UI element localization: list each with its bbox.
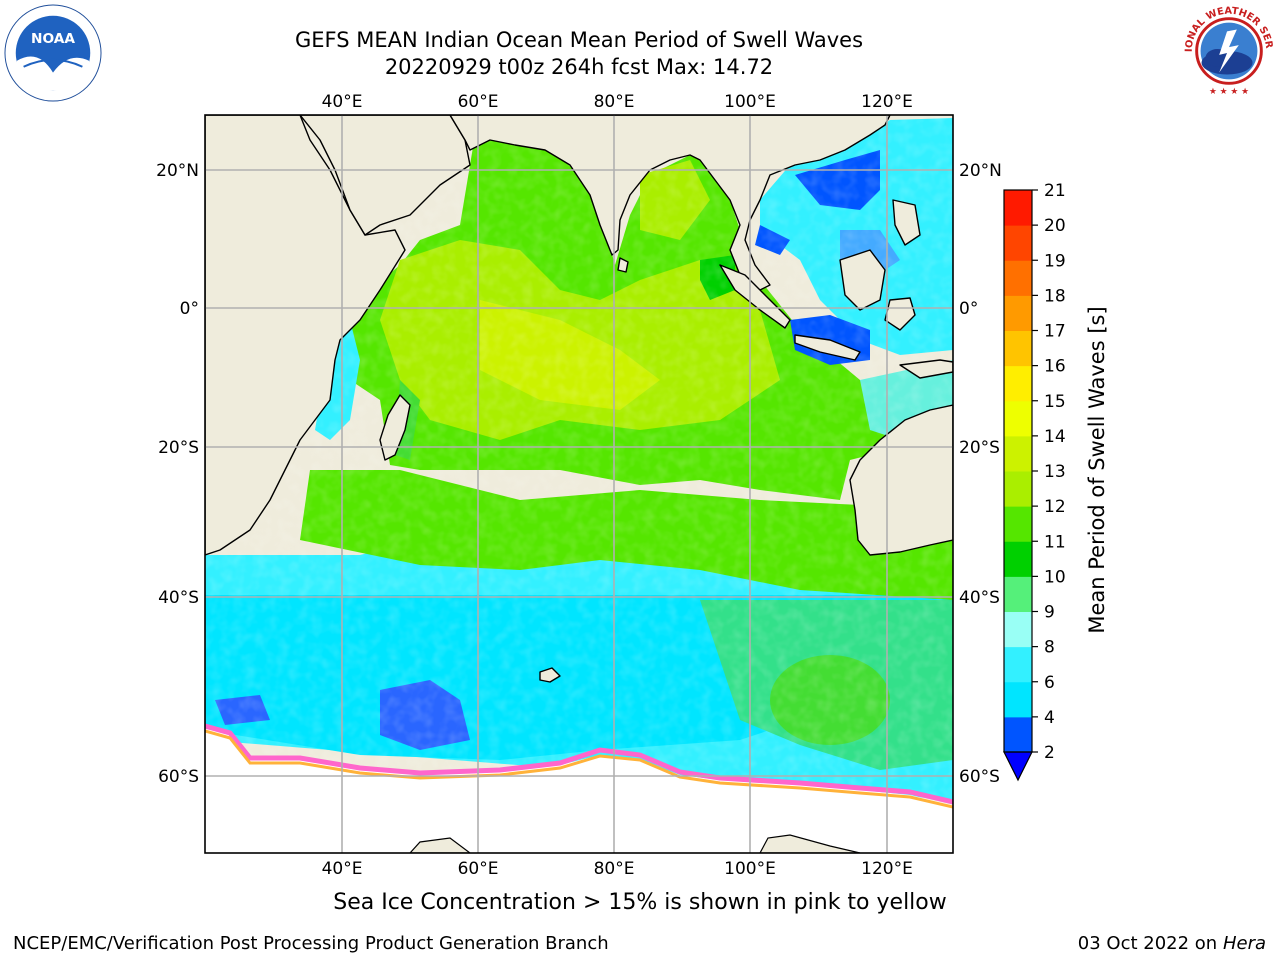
graticule — [205, 115, 953, 853]
lat-label: 40°S — [158, 588, 199, 608]
colorbar-swatch — [1004, 435, 1032, 472]
noaa-logo-text: NOAA — [31, 31, 75, 47]
colorbar-swatch — [1004, 646, 1032, 683]
madagascar — [379, 394, 411, 461]
sulawesi — [884, 297, 916, 331]
sea-ice-note: Sea Ice Concentration > 15% is shown in … — [333, 890, 947, 915]
africa — [205, 115, 406, 556]
nws-logo: NATIONAL WEATHER SERVICE ★ ★ ★ ★ — [1180, 2, 1277, 99]
lat-label: 20°N — [156, 161, 199, 181]
colorbar-swatch — [1004, 225, 1032, 261]
colorbar-tick-label: 17 — [1044, 322, 1066, 342]
colorbar-swatch — [1004, 576, 1032, 612]
asia — [449, 115, 891, 291]
colorbar-tick-label: 9 — [1044, 603, 1055, 623]
lon-label: 40°E — [322, 92, 363, 112]
colorbar-extend-triangle — [1003, 751, 1033, 782]
colorbar-swatch — [1004, 330, 1032, 367]
map-frame — [204, 114, 954, 854]
australia — [849, 404, 953, 556]
colorbar-tick-label: 11 — [1044, 532, 1066, 552]
colorbar-swatch — [1004, 716, 1032, 753]
colorbar-tick-label: 14 — [1044, 427, 1066, 447]
lat-label: 40°S — [959, 588, 1000, 608]
colorbar-tick-label: 6 — [1044, 673, 1055, 693]
lon-label: 80°E — [594, 859, 635, 879]
colorbar-label: Mean Period of Swell Waves [s] — [1085, 306, 1109, 634]
lat-label: 0° — [180, 299, 199, 319]
colorbar-tick-label: 19 — [1044, 251, 1066, 271]
lon-labels-bottom: 40°E 60°E 80°E 100°E 120°E — [322, 859, 913, 879]
colorbar-tick-label: 18 — [1044, 286, 1066, 306]
lon-label: 80°E — [594, 92, 635, 112]
colorbar-swatch — [1004, 295, 1032, 331]
noaa-logo: NOAA — [4, 4, 102, 102]
borneo — [839, 249, 886, 311]
lat-label: 0° — [959, 299, 978, 319]
lon-labels-top: 40°E 60°E 80°E 100°E 120°E — [322, 92, 913, 112]
colorbar-tick-label: 21 — [1044, 181, 1066, 201]
lat-label: 60°S — [158, 767, 199, 787]
kerguelen — [539, 667, 561, 683]
colorbar-tick-label: 13 — [1044, 462, 1066, 482]
lat-label: 60°S — [959, 767, 1000, 787]
lesser-sunda — [899, 359, 953, 379]
sumatra — [719, 264, 791, 329]
date-text: 03 Oct 2022 on — [1077, 933, 1218, 954]
map-plot-area — [205, 115, 953, 853]
lat-label: 20°N — [959, 161, 1002, 181]
lat-label: 20°S — [158, 438, 199, 458]
land-masses — [205, 115, 953, 683]
colorbar-tick-label: 20 — [1044, 216, 1066, 236]
colorbar-swatch — [1004, 365, 1032, 402]
colorbar-swatch — [1004, 260, 1032, 296]
lon-label: 120°E — [861, 859, 913, 879]
colorbar-tick-label: 8 — [1044, 638, 1055, 658]
colorbar-swatch — [1004, 681, 1032, 718]
swell-period-field — [205, 115, 953, 853]
philippines — [892, 199, 921, 246]
colorbar-tick-label: 2 — [1044, 743, 1055, 763]
lat-label: 20°S — [959, 438, 1000, 458]
lon-label: 40°E — [322, 859, 363, 879]
colorbar-tick-label: 4 — [1044, 708, 1055, 728]
machine-name: Hera — [1222, 933, 1266, 954]
svg-text:★ ★ ★ ★: ★ ★ ★ ★ — [1209, 87, 1249, 97]
map-title: GEFS MEAN Indian Ocean Mean Period of Sw… — [294, 28, 864, 52]
colorbar: 2 4 6 8 9 10 11 12 13 14 15 16 17 18 19 20 21 — [1003, 181, 1066, 782]
colorbar-swatch — [1004, 541, 1032, 577]
colorbar-swatch — [1004, 611, 1032, 648]
credit-text: NCEP/EMC/Verification Post Processing Pr… — [13, 933, 609, 954]
lon-label: 60°E — [458, 859, 499, 879]
colorbar-swatch — [1004, 471, 1032, 507]
colorbar-tick-label: 16 — [1044, 357, 1066, 377]
sri-lanka — [617, 257, 629, 273]
colorbar-swatch — [1004, 400, 1032, 437]
lon-label: 120°E — [861, 92, 913, 112]
map-subtitle: 20220929 t00z 264h fcst Max: 14.72 — [384, 55, 774, 79]
colorbar-swatch — [1004, 190, 1032, 226]
lon-label: 60°E — [458, 92, 499, 112]
colorbar-swatch — [1004, 506, 1032, 542]
lon-label: 100°E — [724, 859, 776, 879]
date-stamp: 03 Oct 2022 on Hera — [1078, 933, 1266, 954]
java — [794, 334, 861, 361]
colorbar-tick-label: 12 — [1044, 497, 1066, 517]
colorbar-tick-label: 10 — [1044, 567, 1066, 587]
colorbar-tick-label: 15 — [1044, 392, 1066, 412]
sea-ice-edge — [205, 723, 953, 805]
lat-labels-left: 20°N 0° 20°S 40°S 60°S — [156, 161, 199, 787]
lat-labels-right: 20°N 0° 20°S 40°S 60°S — [959, 161, 1002, 787]
lon-label: 100°E — [724, 92, 776, 112]
